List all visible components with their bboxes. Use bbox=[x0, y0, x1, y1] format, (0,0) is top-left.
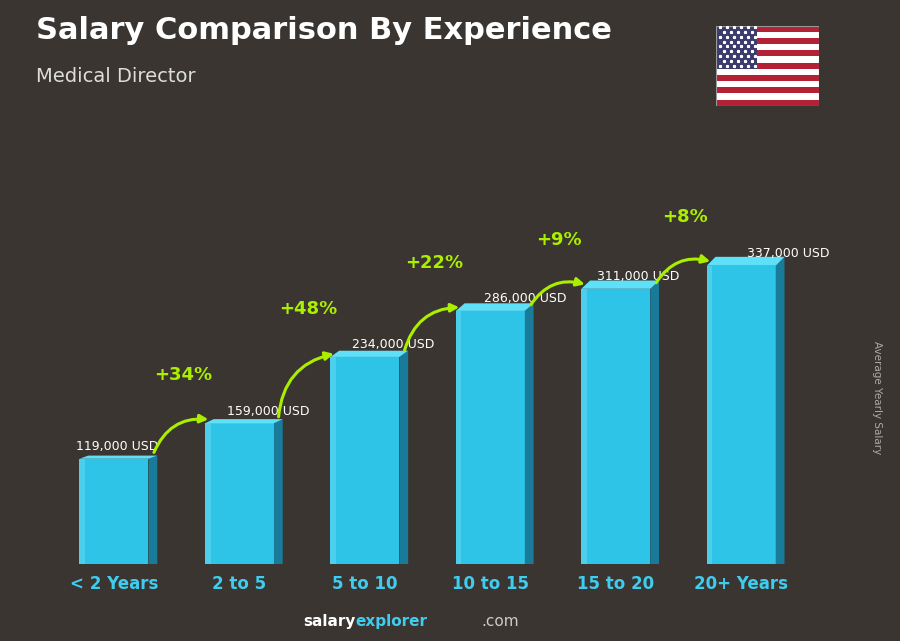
Polygon shape bbox=[581, 289, 651, 564]
Text: +34%: +34% bbox=[154, 366, 212, 384]
Bar bbox=[716, 44, 819, 50]
Bar bbox=[716, 32, 819, 38]
Text: 311,000 USD: 311,000 USD bbox=[597, 271, 680, 283]
Polygon shape bbox=[148, 456, 157, 564]
Bar bbox=[716, 94, 819, 99]
Bar bbox=[716, 56, 819, 63]
Bar bbox=[716, 69, 819, 75]
Text: salary: salary bbox=[303, 615, 356, 629]
Bar bbox=[716, 26, 819, 32]
Polygon shape bbox=[525, 303, 534, 564]
Bar bbox=[716, 38, 819, 44]
Polygon shape bbox=[776, 257, 785, 564]
Text: +9%: +9% bbox=[536, 231, 582, 249]
Polygon shape bbox=[706, 257, 785, 266]
Text: 234,000 USD: 234,000 USD bbox=[352, 338, 435, 351]
Text: 286,000 USD: 286,000 USD bbox=[484, 292, 567, 305]
Bar bbox=[716, 63, 819, 69]
Bar bbox=[716, 75, 819, 81]
Text: Salary Comparison By Experience: Salary Comparison By Experience bbox=[36, 16, 612, 45]
Polygon shape bbox=[581, 281, 659, 289]
Text: 119,000 USD: 119,000 USD bbox=[76, 440, 158, 453]
Polygon shape bbox=[205, 423, 211, 564]
Bar bbox=[716, 87, 819, 94]
Polygon shape bbox=[79, 459, 86, 564]
Polygon shape bbox=[205, 423, 274, 564]
Text: Average Yearly Salary: Average Yearly Salary bbox=[872, 341, 883, 454]
Polygon shape bbox=[706, 266, 713, 564]
Bar bbox=[716, 50, 819, 56]
Polygon shape bbox=[79, 459, 148, 564]
Text: +8%: +8% bbox=[662, 208, 707, 226]
Text: explorer: explorer bbox=[356, 615, 427, 629]
Text: Medical Director: Medical Director bbox=[36, 67, 195, 87]
Text: 337,000 USD: 337,000 USD bbox=[748, 247, 830, 260]
Polygon shape bbox=[330, 357, 336, 564]
Polygon shape bbox=[330, 351, 409, 357]
Bar bbox=[716, 81, 819, 87]
Text: +22%: +22% bbox=[405, 254, 463, 272]
Polygon shape bbox=[400, 351, 409, 564]
Polygon shape bbox=[706, 266, 776, 564]
Text: .com: .com bbox=[482, 615, 519, 629]
Polygon shape bbox=[581, 289, 587, 564]
Polygon shape bbox=[455, 311, 462, 564]
Text: 159,000 USD: 159,000 USD bbox=[227, 404, 310, 418]
Polygon shape bbox=[274, 419, 283, 564]
Polygon shape bbox=[205, 419, 283, 423]
Bar bbox=[716, 99, 819, 106]
Polygon shape bbox=[455, 303, 534, 311]
Polygon shape bbox=[79, 456, 158, 459]
Polygon shape bbox=[651, 281, 659, 564]
Bar bbox=[716, 26, 757, 69]
Polygon shape bbox=[330, 357, 400, 564]
Text: +48%: +48% bbox=[279, 299, 338, 317]
Polygon shape bbox=[455, 311, 525, 564]
